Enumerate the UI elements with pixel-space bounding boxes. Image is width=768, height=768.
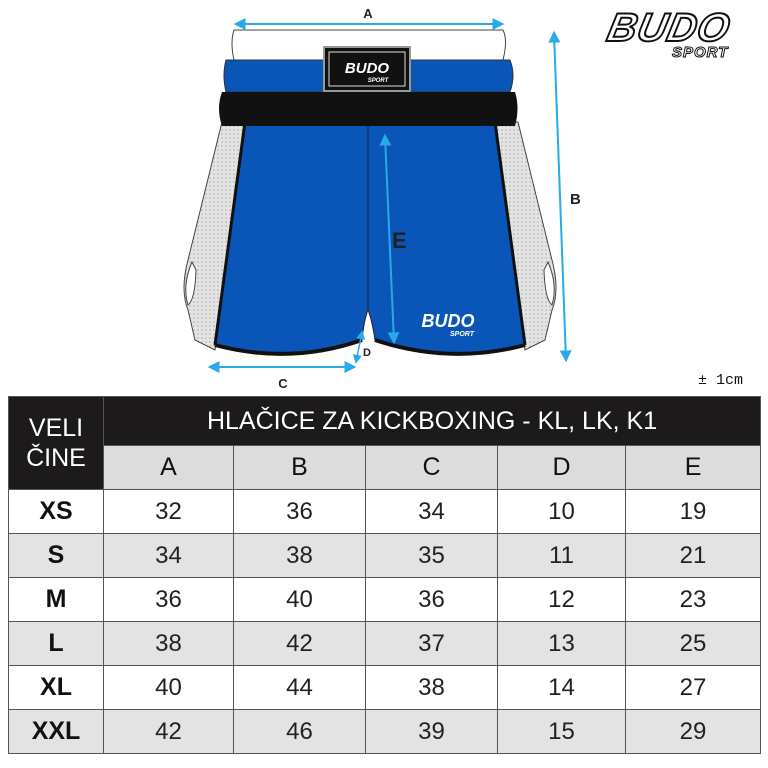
waistband-black <box>219 92 518 126</box>
leg-logo-text: BUDO <box>422 311 475 331</box>
measurement-cell: 39 <box>365 709 498 754</box>
size-cell: S <box>8 533 104 578</box>
size-cell: L <box>8 621 104 666</box>
patch-logo-sub: SPORT <box>368 78 390 84</box>
measure-arrow-e <box>379 133 400 345</box>
right-piping <box>493 121 527 346</box>
measure-arrow-d <box>352 330 366 364</box>
measurement-cell: 23 <box>624 577 762 622</box>
patch-logo-text: BUDO <box>345 60 389 77</box>
left-side-panel <box>183 121 246 351</box>
size-cell: XXL <box>8 709 104 754</box>
measurement-cell: 13 <box>497 621 626 666</box>
column-header: C <box>365 445 498 490</box>
measurement-cell: 37 <box>365 621 498 666</box>
leg-logo-sub: SPORT <box>450 331 475 338</box>
hem-trim <box>214 338 526 356</box>
size-header-line: VELI <box>28 414 84 442</box>
label-b: B <box>570 191 581 208</box>
column-header: E <box>624 445 762 490</box>
measurement-cell: 36 <box>103 577 234 622</box>
measurement-cell: 38 <box>233 533 366 578</box>
table-row: S 34 38 35 11 21 <box>8 533 762 578</box>
measurement-cell: 46 <box>233 709 366 754</box>
table-title: HLAČICE ZA KICKBOXING - KL, LK, K1 <box>102 396 762 446</box>
measurement-cell: 40 <box>103 665 234 710</box>
measurement-cell: 42 <box>233 621 366 666</box>
column-header: D <box>497 445 626 490</box>
measurement-cell: 40 <box>233 577 366 622</box>
measurement-cell: 32 <box>103 489 234 534</box>
measurement-cell: 38 <box>103 621 234 666</box>
measurement-cell: 34 <box>365 489 498 534</box>
measurement-cell: 36 <box>365 577 498 622</box>
size-header-line: ČINE <box>26 444 86 472</box>
size-cell: XS <box>8 489 104 534</box>
left-slit <box>185 260 197 306</box>
table-row: M 36 40 36 12 23 <box>8 577 762 622</box>
shorts-diagram: BUDO SPORT BUDO SPORT A B C D E <box>183 6 581 390</box>
shorts-body <box>214 121 526 355</box>
column-header: A <box>103 445 234 490</box>
size-column-header: VELI ČINE <box>8 396 104 490</box>
measurement-cell: 27 <box>624 665 762 710</box>
measurement-cell: 14 <box>497 665 626 710</box>
budo-sport-logo: BUDO SPORT <box>600 5 758 62</box>
label-d: D <box>363 347 371 359</box>
measurement-cell: 11 <box>497 533 626 578</box>
measurement-cell: 38 <box>365 665 498 710</box>
tolerance-note: ± 1cm <box>698 372 744 389</box>
measurement-cell: 44 <box>233 665 366 710</box>
measurement-cell: 19 <box>624 489 762 534</box>
measurement-cell: 10 <box>497 489 626 534</box>
measurement-cell: 36 <box>233 489 366 534</box>
column-header: B <box>233 445 366 490</box>
measure-arrow-b <box>548 30 572 363</box>
size-cell: XL <box>8 665 104 710</box>
measurement-cell: 42 <box>103 709 234 754</box>
size-chart-table: VELI ČINE HLAČICE ZA KICKBOXING - KL, LK… <box>8 396 762 754</box>
measurement-cell: 12 <box>497 577 626 622</box>
waistband-patch: BUDO SPORT <box>323 46 411 92</box>
measurement-cell: 25 <box>624 621 762 666</box>
measurement-cell: 35 <box>365 533 498 578</box>
left-piping <box>213 121 247 346</box>
table-row: XL 40 44 38 14 27 <box>8 665 762 710</box>
label-a: A <box>363 6 373 21</box>
measurement-cell: 34 <box>103 533 234 578</box>
measurement-cell: 15 <box>497 709 626 754</box>
measurement-cell: 29 <box>624 709 762 754</box>
label-c: C <box>278 376 288 390</box>
table-row: XS 32 36 34 10 19 <box>8 489 762 534</box>
label-e: E <box>392 228 407 253</box>
table-row: XXL 42 46 39 15 29 <box>8 709 762 754</box>
logo-sub: SPORT <box>671 44 729 62</box>
measurement-cell: 21 <box>624 533 762 578</box>
table-row: L 38 42 37 13 25 <box>8 621 762 666</box>
size-cell: M <box>8 577 104 622</box>
